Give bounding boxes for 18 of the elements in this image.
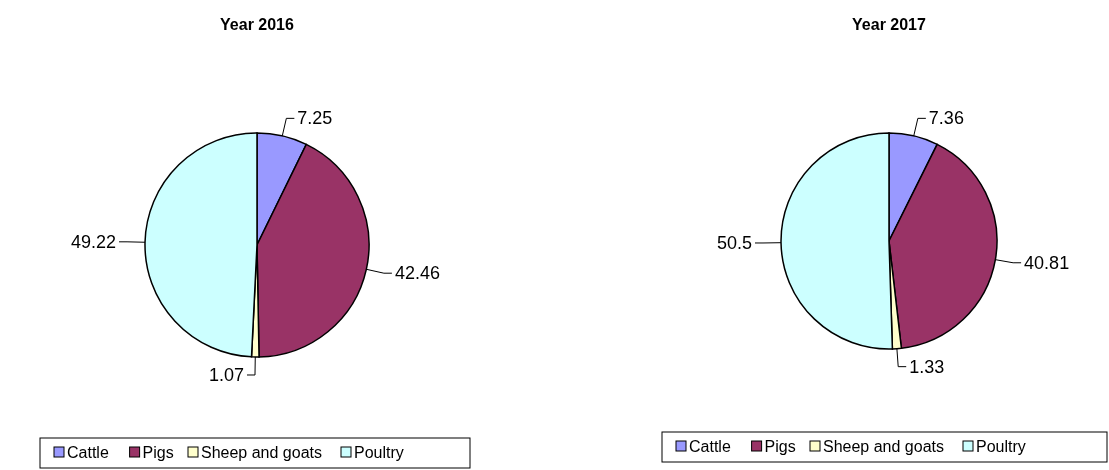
data-label: 40.81 [1024, 252, 1070, 273]
data-label: 50.5 [716, 232, 753, 253]
data-label: 1.33 [909, 356, 945, 377]
data-label: 1.07 [208, 364, 244, 385]
legend-label: Pigs [142, 444, 174, 461]
data-label: 7.25 [297, 108, 333, 129]
data-label: 42.46 [394, 263, 440, 284]
chart-title: Year 2016 [220, 16, 295, 33]
legend-label: Cattle [689, 438, 731, 455]
legend-label: Cattle [67, 444, 109, 461]
legend-label: Poultry [354, 444, 404, 461]
data-label: 49.22 [70, 231, 117, 252]
legend-label: Sheep and goats [823, 438, 944, 455]
legend-label: Pigs [764, 438, 796, 455]
data-label: 7.36 [928, 108, 964, 129]
legend-label: Poultry [976, 438, 1026, 455]
chart-title: Year 2017 [852, 16, 927, 33]
legend-label: Sheep and goats [201, 444, 322, 461]
